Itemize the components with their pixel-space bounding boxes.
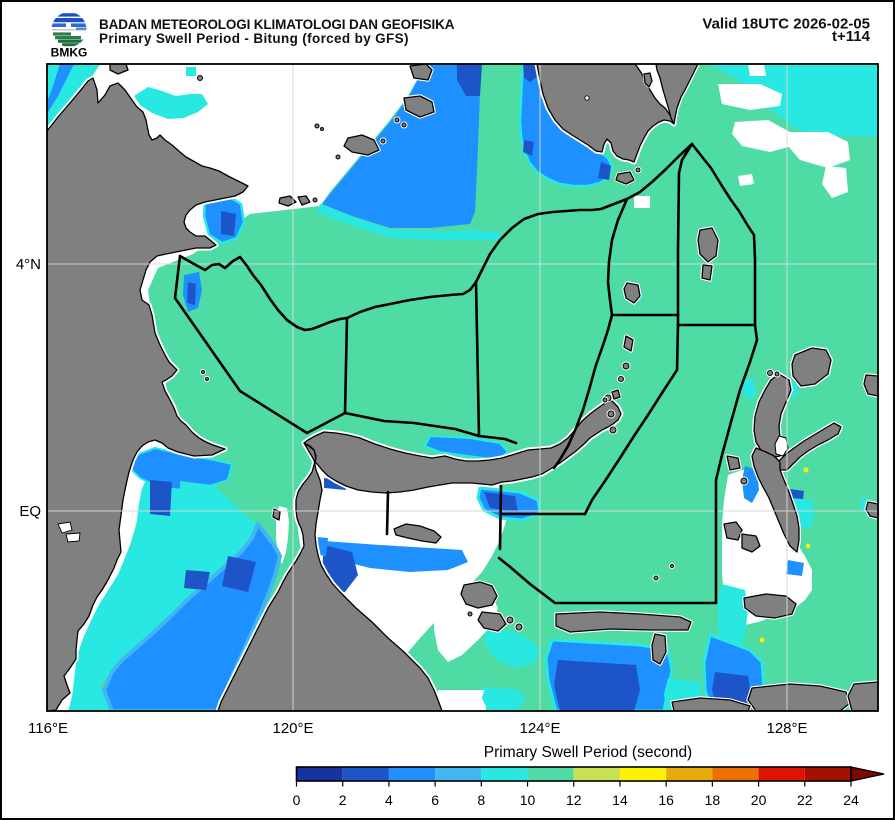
svg-text:Primary Swell Period (second): Primary Swell Period (second) <box>484 744 692 761</box>
svg-text:2: 2 <box>339 792 347 808</box>
svg-text:116°E: 116°E <box>28 720 68 737</box>
svg-text:14: 14 <box>612 792 628 808</box>
svg-text:Primary Swell Period - Bitung: Primary Swell Period - Bitung (forced by… <box>99 31 409 46</box>
svg-text:124°E: 124°E <box>519 720 560 737</box>
svg-text:22: 22 <box>797 792 813 808</box>
svg-text:10: 10 <box>520 792 536 808</box>
svg-text:BADAN METEOROLOGI KLIMATOLOGI: BADAN METEOROLOGI KLIMATOLOGI DAN GEOFIS… <box>99 17 455 32</box>
svg-text:120°E: 120°E <box>272 720 313 737</box>
svg-text:24: 24 <box>843 792 859 808</box>
svg-text:18: 18 <box>705 792 721 808</box>
svg-text:6: 6 <box>431 792 439 808</box>
svg-text:16: 16 <box>658 792 674 808</box>
svg-text:4°N: 4°N <box>16 256 41 273</box>
svg-text:8: 8 <box>477 792 485 808</box>
svg-text:20: 20 <box>751 792 767 808</box>
svg-text:Valid 18UTC 2026-02-05: Valid 18UTC 2026-02-05 <box>702 16 870 33</box>
svg-text:0: 0 <box>293 792 301 808</box>
svg-text:4: 4 <box>385 792 393 808</box>
svg-text:BMKG: BMKG <box>51 46 88 60</box>
svg-text:12: 12 <box>566 792 582 808</box>
svg-text:EQ: EQ <box>19 503 41 520</box>
svg-text:t+114: t+114 <box>832 28 871 45</box>
svg-text:128°E: 128°E <box>766 720 807 737</box>
